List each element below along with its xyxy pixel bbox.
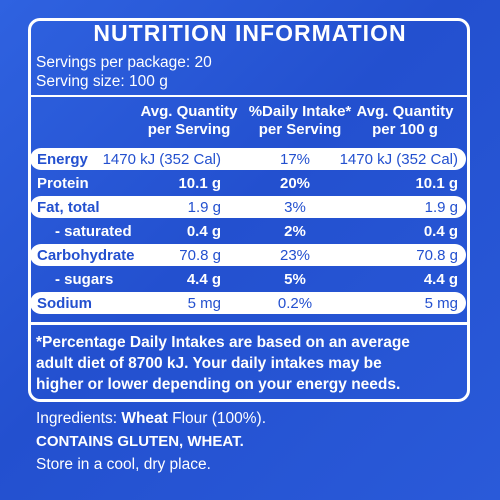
value-per-serving: 5 mg: [187, 295, 221, 312]
value-daily-intake: 23%: [279, 247, 311, 264]
value-per-serving: 10.1 g: [178, 175, 221, 192]
row-label: Sodium: [37, 295, 92, 312]
value-per-100g: 4.4 g: [423, 271, 458, 288]
value-daily-intake: 0.2%: [277, 295, 313, 312]
value-per-serving: 1.9 g: [187, 199, 221, 216]
value-per-100g: 1.9 g: [424, 199, 458, 216]
divider: [30, 95, 467, 97]
value-per-serving: 4.4 g: [186, 271, 221, 288]
col-header-daily-intake: %Daily Intake* per Serving: [245, 103, 355, 139]
col-header-line: Avg. Quantity: [140, 103, 238, 120]
footnote-line: adult diet of 8700 kJ. Your daily intake…: [36, 355, 382, 372]
row-carbohydrate: Carbohydrate 70.8 g 23% 70.8 g: [30, 244, 466, 266]
value-per-serving: 1470 kJ (352 Cal): [102, 151, 221, 168]
col-header-line: Avg. Quantity: [356, 103, 454, 120]
serving-size: Serving size: 100 g: [36, 73, 168, 90]
value-per-100g: 10.1 g: [415, 175, 458, 192]
storage-instructions: Store in a cool, dry place.: [36, 456, 211, 473]
col-header-line: per Serving: [258, 121, 342, 138]
row-energy: Energy 1470 kJ (352 Cal) 17% 1470 kJ (35…: [30, 148, 466, 170]
value-per-serving: 70.8 g: [179, 247, 221, 264]
ingredient-highlight: Wheat: [121, 410, 168, 427]
footnote-line: higher or lower depending on your energy…: [36, 376, 401, 393]
row-sugars: - sugars 4.4 g 5% 4.4 g: [30, 268, 466, 290]
panel-title: NUTRITION INFORMATION: [93, 20, 407, 46]
col-header-line: per Serving: [147, 121, 231, 138]
row-fat-total: Fat, total 1.9 g 3% 1.9 g: [30, 196, 466, 218]
ingredients-rest: Flour (100%).: [167, 410, 267, 427]
value-per-100g: 0.4 g: [423, 223, 458, 240]
nutrition-panel: [28, 18, 470, 402]
allergen-statement: CONTAINS GLUTEN, WHEAT.: [36, 433, 244, 450]
value-per-100g: 70.8 g: [416, 247, 458, 264]
value-daily-intake: 5%: [284, 271, 306, 288]
footnote-line: *Percentage Daily Intakes are based on a…: [36, 334, 410, 351]
row-label: - sugars: [55, 271, 114, 288]
row-saturated: - saturated 0.4 g 2% 0.4 g: [30, 220, 466, 242]
row-protein: Protein 10.1 g 20% 10.1 g: [30, 172, 466, 194]
row-label: Protein: [37, 175, 89, 192]
col-header-per-serving: Avg. Quantity per Serving: [130, 103, 248, 139]
value-daily-intake: 2%: [284, 223, 306, 240]
row-label: Fat, total: [37, 199, 100, 216]
row-label: - saturated: [55, 223, 132, 240]
value-per-serving: 0.4 g: [186, 223, 221, 240]
col-header-per-100g: Avg. Quantity per 100 g: [350, 103, 460, 139]
row-sodium: Sodium 5 mg 0.2% 5 mg: [30, 292, 466, 314]
row-label: Energy: [37, 151, 88, 168]
ingredients-prefix: Ingredients:: [36, 410, 122, 427]
value-per-100g: 1470 kJ (352 Cal): [339, 151, 458, 168]
daily-intake-footnote: *Percentage Daily Intakes are based on a…: [36, 332, 466, 395]
value-daily-intake: 17%: [279, 151, 311, 168]
ingredients-line: Ingredients: Wheat Flour (100%).: [36, 410, 266, 428]
servings-per-package: Servings per package: 20: [36, 54, 212, 71]
row-label: Carbohydrate: [37, 247, 135, 264]
value-daily-intake: 20%: [279, 175, 311, 192]
value-per-100g: 5 mg: [424, 295, 458, 312]
value-daily-intake: 3%: [284, 199, 306, 216]
divider: [30, 322, 467, 325]
col-header-line: per 100 g: [372, 121, 438, 138]
col-header-line: %Daily Intake*: [248, 103, 352, 120]
